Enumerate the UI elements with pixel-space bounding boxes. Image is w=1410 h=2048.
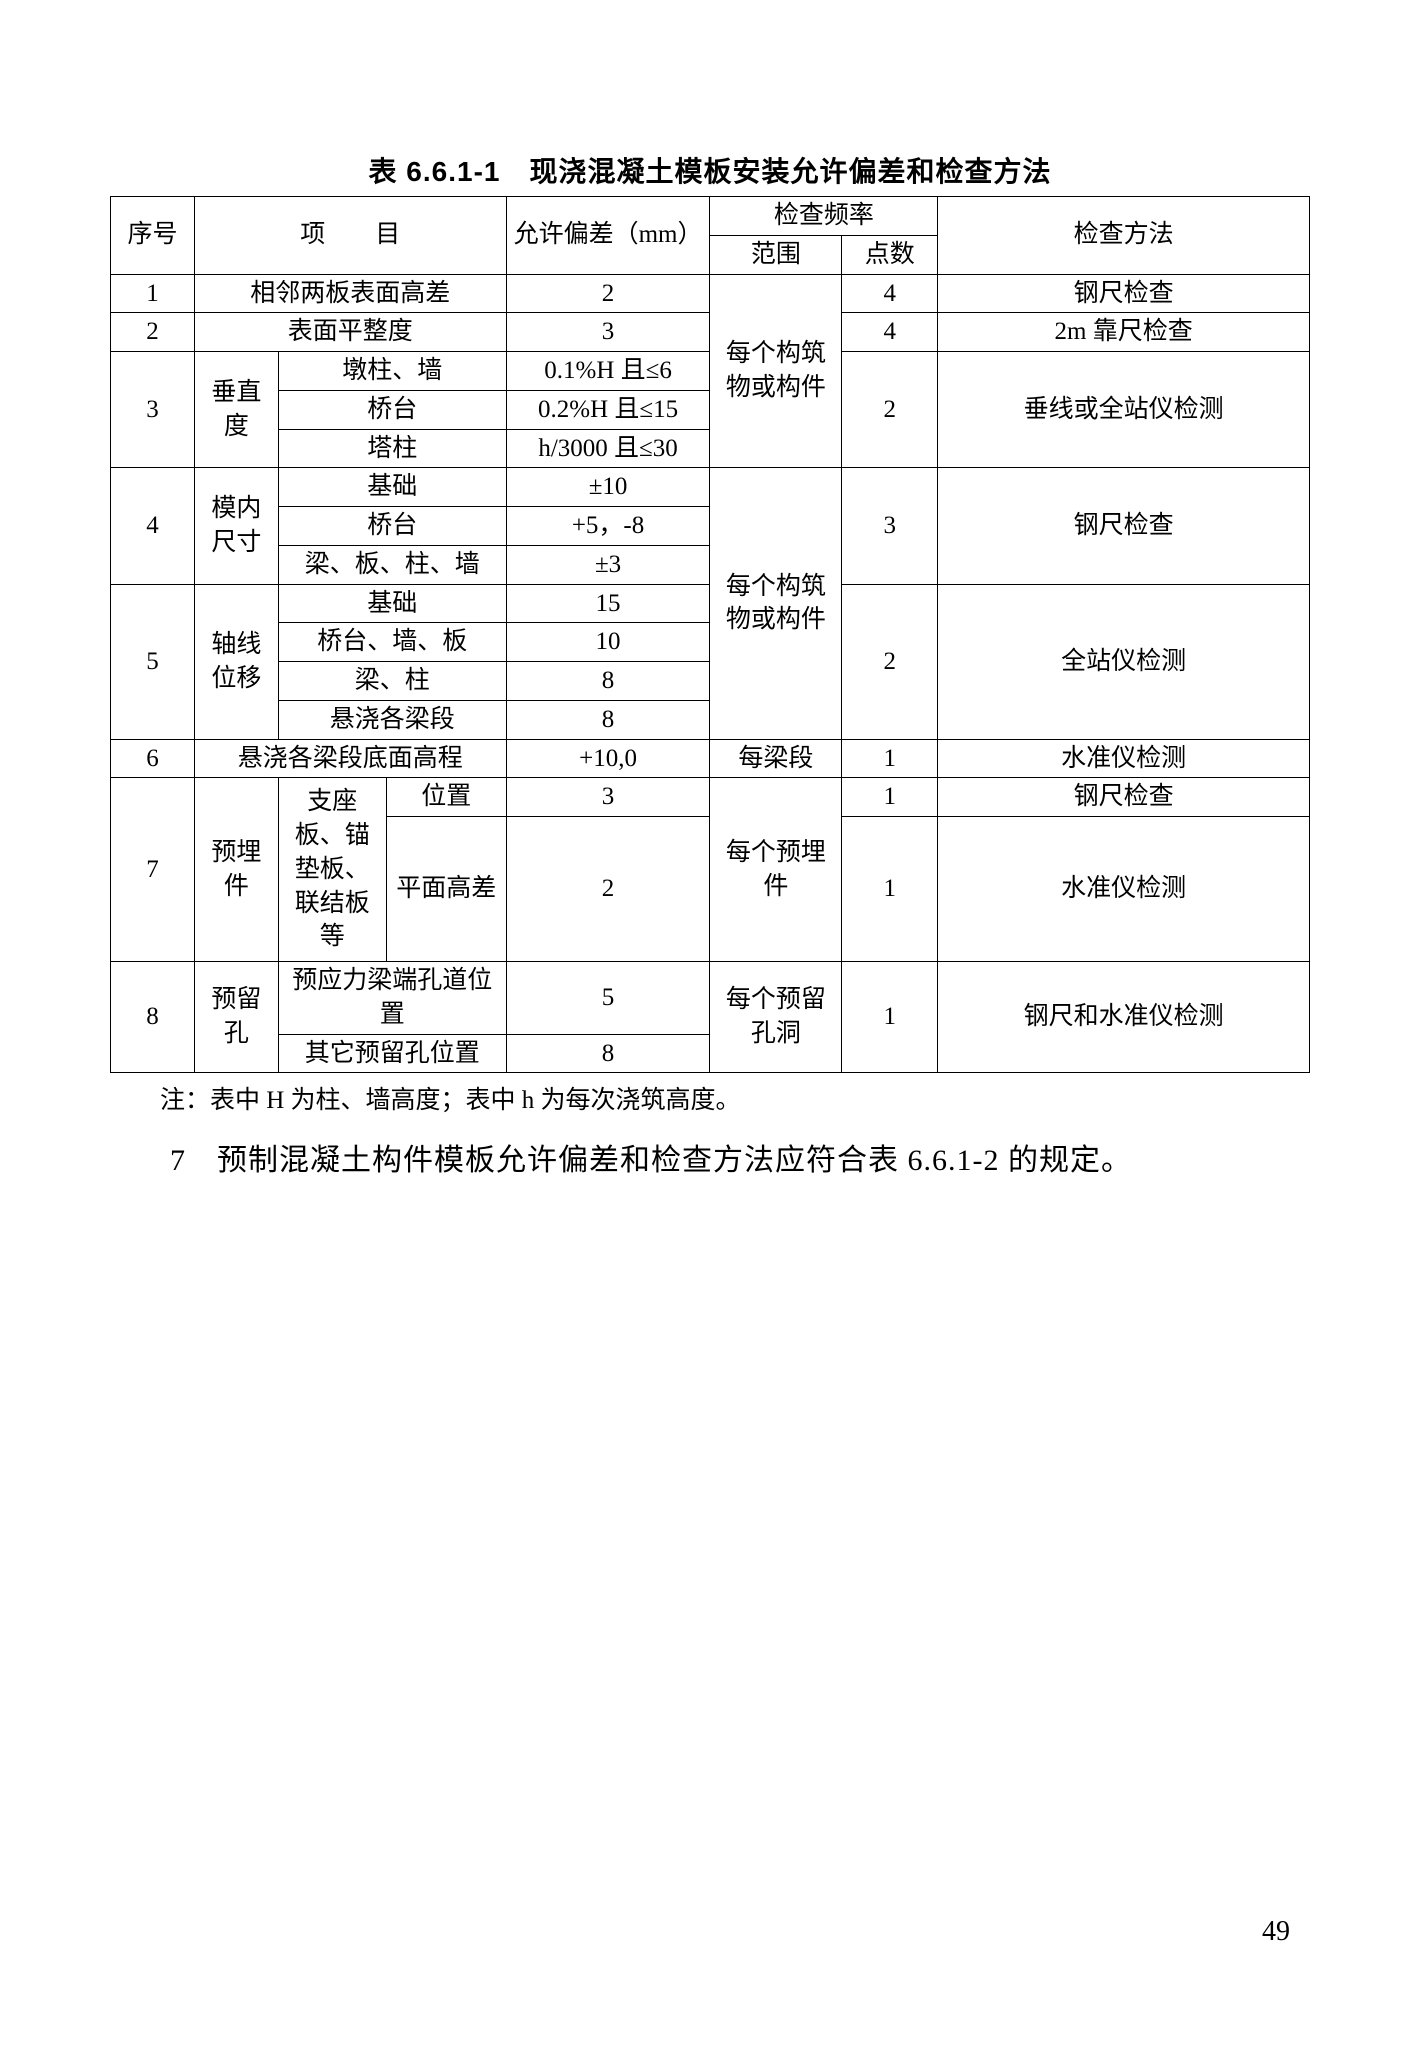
cell: 钢尺检查 xyxy=(938,468,1310,584)
cell: 15 xyxy=(506,584,710,623)
cell: 塔柱 xyxy=(278,429,506,468)
table-row: 6 悬浇各梁段底面高程 +10,0 每梁段 1 水准仪检测 xyxy=(111,739,1310,778)
cell: 8 xyxy=(506,700,710,739)
cell: 平面高差 xyxy=(386,817,506,962)
cell: 其它预留孔位置 xyxy=(278,1034,506,1073)
table-header-row: 序号 项 目 允许偏差（mm） 检查频率 检查方法 xyxy=(111,197,1310,236)
cell: 2 xyxy=(842,352,938,468)
cell: 1 xyxy=(842,962,938,1073)
cell: 3 xyxy=(506,313,710,352)
cell: 4 xyxy=(842,313,938,352)
cell: 每个预埋件 xyxy=(710,778,842,962)
cell: +5，-8 xyxy=(506,507,710,546)
cell: 1 xyxy=(842,739,938,778)
cell: 每个预留孔洞 xyxy=(710,962,842,1073)
cell: 8 xyxy=(506,1034,710,1073)
cell: 预应力梁端孔道位置 xyxy=(278,962,506,1035)
cell: 预留孔 xyxy=(194,962,278,1073)
table-note: 注：表中 H 为柱、墙高度；表中 h 为每次浇筑高度。 xyxy=(110,1081,1310,1121)
cell: 2 xyxy=(842,584,938,739)
cell: 桥台 xyxy=(278,507,506,546)
cell: 梁、板、柱、墙 xyxy=(278,545,506,584)
cell: 梁、柱 xyxy=(278,662,506,701)
cell: 模内尺寸 xyxy=(194,468,278,584)
cell: 5 xyxy=(111,584,195,739)
cell: 8 xyxy=(506,662,710,701)
cell: 悬浇各梁段底面高程 xyxy=(194,739,506,778)
page-number: 49 xyxy=(1262,1916,1290,1948)
cell: 2 xyxy=(506,274,710,313)
cell: 钢尺检查 xyxy=(938,274,1310,313)
table-row: 8 预留孔 预应力梁端孔道位置 5 每个预留孔洞 1 钢尺和水准仪检测 xyxy=(111,962,1310,1035)
th-scope: 范围 xyxy=(710,235,842,274)
cell: 0.2%H 且≤15 xyxy=(506,390,710,429)
th-points: 点数 xyxy=(842,235,938,274)
cell: 每个构筑物或构件 xyxy=(710,468,842,739)
cell: 全站仪检测 xyxy=(938,584,1310,739)
cell: 2 xyxy=(111,313,195,352)
cell: 钢尺和水准仪检测 xyxy=(938,962,1310,1073)
paragraph: 7 预制混凝土构件模板允许偏差和检查方法应符合表 6.6.1-2 的规定。 xyxy=(110,1135,1310,1186)
th-item: 项 目 xyxy=(194,197,506,275)
cell: 3 xyxy=(111,352,195,468)
cell: 基础 xyxy=(278,468,506,507)
cell: 位置 xyxy=(386,778,506,817)
cell: 轴线位移 xyxy=(194,584,278,739)
cell: 墩柱、墙 xyxy=(278,352,506,391)
cell: 悬浇各梁段 xyxy=(278,700,506,739)
cell: 1 xyxy=(842,817,938,962)
th-method: 检查方法 xyxy=(938,197,1310,275)
cell: 表面平整度 xyxy=(194,313,506,352)
cell: 0.1%H 且≤6 xyxy=(506,352,710,391)
cell: 4 xyxy=(111,468,195,584)
cell: 3 xyxy=(506,778,710,817)
th-freq: 检查频率 xyxy=(710,197,938,236)
cell: 相邻两板表面高差 xyxy=(194,274,506,313)
cell: 垂直度 xyxy=(194,352,278,468)
th-seq: 序号 xyxy=(111,197,195,275)
cell: 2m 靠尺检查 xyxy=(938,313,1310,352)
cell: 预埋件 xyxy=(194,778,278,962)
cell: 6 xyxy=(111,739,195,778)
cell: 水准仪检测 xyxy=(938,817,1310,962)
table-row: 4 模内尺寸 基础 ±10 每个构筑物或构件 3 钢尺检查 xyxy=(111,468,1310,507)
cell: 每个构筑物或构件 xyxy=(710,274,842,468)
cell: 2 xyxy=(506,817,710,962)
cell: 1 xyxy=(842,778,938,817)
cell: +10,0 xyxy=(506,739,710,778)
cell: 钢尺检查 xyxy=(938,778,1310,817)
cell: 4 xyxy=(842,274,938,313)
cell: 桥台、墙、板 xyxy=(278,623,506,662)
cell: 垂线或全站仪检测 xyxy=(938,352,1310,468)
cell: 基础 xyxy=(278,584,506,623)
cell: 5 xyxy=(506,962,710,1035)
cell: 每梁段 xyxy=(710,739,842,778)
cell: 8 xyxy=(111,962,195,1073)
cell: ±10 xyxy=(506,468,710,507)
table-title: 表 6.6.1-1 现浇混凝土模板安装允许偏差和检查方法 xyxy=(110,150,1310,190)
cell: 3 xyxy=(842,468,938,584)
cell: ±3 xyxy=(506,545,710,584)
tolerance-table: 序号 项 目 允许偏差（mm） 检查频率 检查方法 范围 点数 1 相邻两板表面… xyxy=(110,196,1310,1073)
table-row: 1 相邻两板表面高差 2 每个构筑物或构件 4 钢尺检查 xyxy=(111,274,1310,313)
cell: 7 xyxy=(111,778,195,962)
cell: 10 xyxy=(506,623,710,662)
cell: h/3000 且≤30 xyxy=(506,429,710,468)
th-tolerance: 允许偏差（mm） xyxy=(506,197,710,275)
cell: 支座板、锚垫板、联结板等 xyxy=(278,778,386,962)
cell: 1 xyxy=(111,274,195,313)
cell: 水准仪检测 xyxy=(938,739,1310,778)
table-row: 7 预埋件 支座板、锚垫板、联结板等 位置 3 每个预埋件 1 钢尺检查 xyxy=(111,778,1310,817)
cell: 桥台 xyxy=(278,390,506,429)
